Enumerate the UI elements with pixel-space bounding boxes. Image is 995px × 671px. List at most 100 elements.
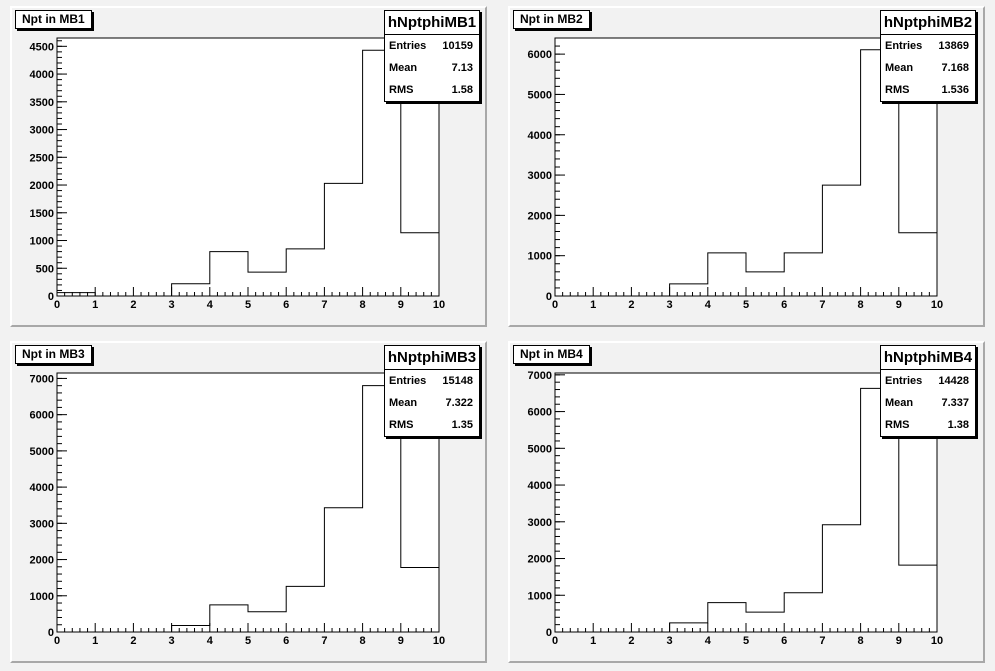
stats-histogram-name: hNptphiMB2 bbox=[881, 11, 975, 35]
x-tick-label: 3 bbox=[169, 299, 175, 311]
x-tick-label: 7 bbox=[819, 635, 825, 647]
stats-box: hNptphiMB4 Entries 14428 Mean 7.337 RMS 1.3… bbox=[880, 345, 976, 437]
x-tick-label: 4 bbox=[207, 635, 214, 647]
x-tick-label: 10 bbox=[931, 635, 943, 647]
x-tick-label: 2 bbox=[130, 635, 136, 647]
x-tick-label: 9 bbox=[398, 299, 404, 311]
x-tick-label: 6 bbox=[781, 635, 787, 647]
x-tick-label: 8 bbox=[858, 635, 864, 647]
x-tick-label: 2 bbox=[130, 299, 136, 311]
histogram-plot-mb3: 0 1000 2000 3000 4000 5000 6000 7000 0 1 2 3 4 5 6 7 8 9 1… bbox=[30, 372, 445, 647]
stats-rms-row: RMS 1.35 bbox=[385, 414, 479, 436]
stats-mean-value: 7.168 bbox=[941, 62, 969, 74]
stats-mean-row: Mean 7.13 bbox=[385, 57, 479, 79]
y-tick-label: 2500 bbox=[30, 152, 54, 164]
x-tick-label: 0 bbox=[54, 635, 60, 647]
y-tick-label: 2000 bbox=[30, 180, 54, 192]
y-tick-label: 500 bbox=[36, 263, 54, 275]
y-tick-label: 6000 bbox=[528, 407, 552, 419]
chart-title: Npt in MB2 bbox=[513, 10, 590, 29]
chart-title: Npt in MB3 bbox=[15, 345, 92, 364]
stats-rms-row: RMS 1.58 bbox=[385, 79, 479, 101]
histogram-plot-mb1: 0 500 1000 1500 2000 2500 3000 3500 4000 4500 0 1 2 3… bbox=[30, 37, 445, 311]
y-tick-label: 5000 bbox=[528, 89, 552, 101]
stats-entries-label: Entries bbox=[389, 40, 427, 52]
x-tick-label: 4 bbox=[705, 635, 712, 647]
stats-mean-label: Mean bbox=[885, 62, 914, 74]
stats-histogram-name: hNptphiMB3 bbox=[385, 346, 479, 370]
chart-title: Npt in MB4 bbox=[513, 345, 590, 364]
plot-frame bbox=[554, 372, 938, 633]
stats-entries-row: Entries 10159 bbox=[385, 35, 479, 57]
stats-mean-label: Mean bbox=[389, 397, 418, 409]
y-tick-label: 3000 bbox=[30, 125, 54, 137]
plot-frame bbox=[554, 37, 938, 297]
x-tick-label: 8 bbox=[360, 299, 366, 311]
stats-mean-row: Mean 7.168 bbox=[881, 57, 975, 79]
x-tick-label: 10 bbox=[433, 299, 445, 311]
stats-mean-label: Mean bbox=[885, 397, 914, 409]
stats-entries-row: Entries 13869 bbox=[881, 35, 975, 57]
pad-mb4[interactable]: 0 1000 2000 3000 4000 5000 6000 7000 0 1 2 3 4 5 6 7 8 9 1… bbox=[508, 341, 985, 663]
x-tick-label: 8 bbox=[360, 635, 366, 647]
y-tick-label: 2000 bbox=[528, 210, 552, 222]
y-tick-label: 7000 bbox=[30, 373, 54, 385]
x-tick-label: 0 bbox=[54, 299, 60, 311]
x-tick-label: 6 bbox=[781, 299, 787, 311]
x-tick-label: 9 bbox=[896, 635, 902, 647]
stats-entries-label: Entries bbox=[885, 375, 923, 387]
stats-entries-value: 10159 bbox=[442, 40, 473, 52]
stats-entries-value: 13869 bbox=[938, 40, 969, 52]
y-tick-label: 5000 bbox=[30, 446, 54, 458]
x-tick-label: 1 bbox=[590, 299, 596, 311]
x-tick-label: 10 bbox=[931, 299, 943, 311]
y-tick-label: 1000 bbox=[30, 236, 54, 248]
x-tick-label: 3 bbox=[169, 635, 175, 647]
y-tick-label: 3000 bbox=[528, 170, 552, 182]
stats-mean-row: Mean 7.337 bbox=[881, 392, 975, 414]
y-tick-label: 0 bbox=[546, 291, 552, 303]
stats-box: hNptphiMB3 Entries 15148 Mean 7.322 RMS 1.3… bbox=[384, 345, 480, 437]
stats-rms-label: RMS bbox=[389, 419, 414, 431]
plot-frame bbox=[56, 37, 440, 297]
y-tick-label: 6000 bbox=[528, 49, 552, 61]
y-tick-label: 2000 bbox=[30, 555, 54, 567]
histogram-plot-mb2: 0 1000 2000 3000 4000 5000 6000 0 1 2 3 4 5 6 7 8 9 10 bbox=[528, 37, 943, 311]
stats-rms-value: 1.536 bbox=[941, 84, 969, 96]
stats-entries-label: Entries bbox=[389, 375, 427, 387]
y-tick-label: 0 bbox=[48, 291, 54, 303]
y-tick-label: 1000 bbox=[30, 591, 54, 603]
stats-entries-value: 15148 bbox=[442, 375, 473, 387]
x-tick-label: 5 bbox=[245, 299, 251, 311]
x-tick-label: 2 bbox=[628, 635, 634, 647]
x-tick-label: 4 bbox=[705, 299, 712, 311]
pad-mb3[interactable]: 0 1000 2000 3000 4000 5000 6000 7000 0 1 2 3 4 5 6 7 8 9 1… bbox=[10, 341, 487, 663]
x-tick-label: 2 bbox=[628, 299, 634, 311]
stats-box: hNptphiMB2 Entries 13869 Mean 7.168 RMS 1.5… bbox=[880, 10, 976, 102]
stats-mean-value: 7.13 bbox=[451, 62, 473, 74]
y-tick-label: 4500 bbox=[30, 41, 54, 53]
stats-rms-value: 1.35 bbox=[451, 419, 473, 431]
pad-mb2[interactable]: 0 1000 2000 3000 4000 5000 6000 0 1 2 3 4 5 6 7 8 9 10 Np… bbox=[508, 6, 985, 327]
stats-entries-row: Entries 14428 bbox=[881, 370, 975, 392]
x-tick-label: 0 bbox=[552, 635, 558, 647]
histogram-plot-mb4: 0 1000 2000 3000 4000 5000 6000 7000 0 1 2 3 4 5 6 7 8 9 1… bbox=[528, 370, 944, 647]
plot-frame bbox=[56, 372, 440, 633]
stats-entries-label: Entries bbox=[885, 40, 923, 52]
y-tick-label: 3000 bbox=[30, 518, 54, 530]
y-tick-label: 0 bbox=[48, 627, 54, 639]
stats-rms-value: 1.38 bbox=[947, 419, 969, 431]
stats-entries-row: Entries 15148 bbox=[385, 370, 479, 392]
x-tick-label: 3 bbox=[667, 635, 673, 647]
pad-mb1[interactable]: 0 500 1000 1500 2000 2500 3000 3500 4000 4500 0 1 2 3… bbox=[10, 6, 487, 327]
stats-rms-label: RMS bbox=[885, 84, 910, 96]
stats-rms-row: RMS 1.38 bbox=[881, 414, 975, 436]
y-tick-label: 3500 bbox=[30, 97, 54, 109]
stats-mean-value: 7.322 bbox=[445, 397, 473, 409]
x-tick-label: 7 bbox=[321, 299, 327, 311]
y-tick-label: 4000 bbox=[30, 482, 54, 494]
stats-mean-label: Mean bbox=[389, 62, 418, 74]
plot-area bbox=[555, 373, 937, 632]
x-tick-label: 9 bbox=[398, 635, 404, 647]
stats-rms-label: RMS bbox=[885, 419, 910, 431]
